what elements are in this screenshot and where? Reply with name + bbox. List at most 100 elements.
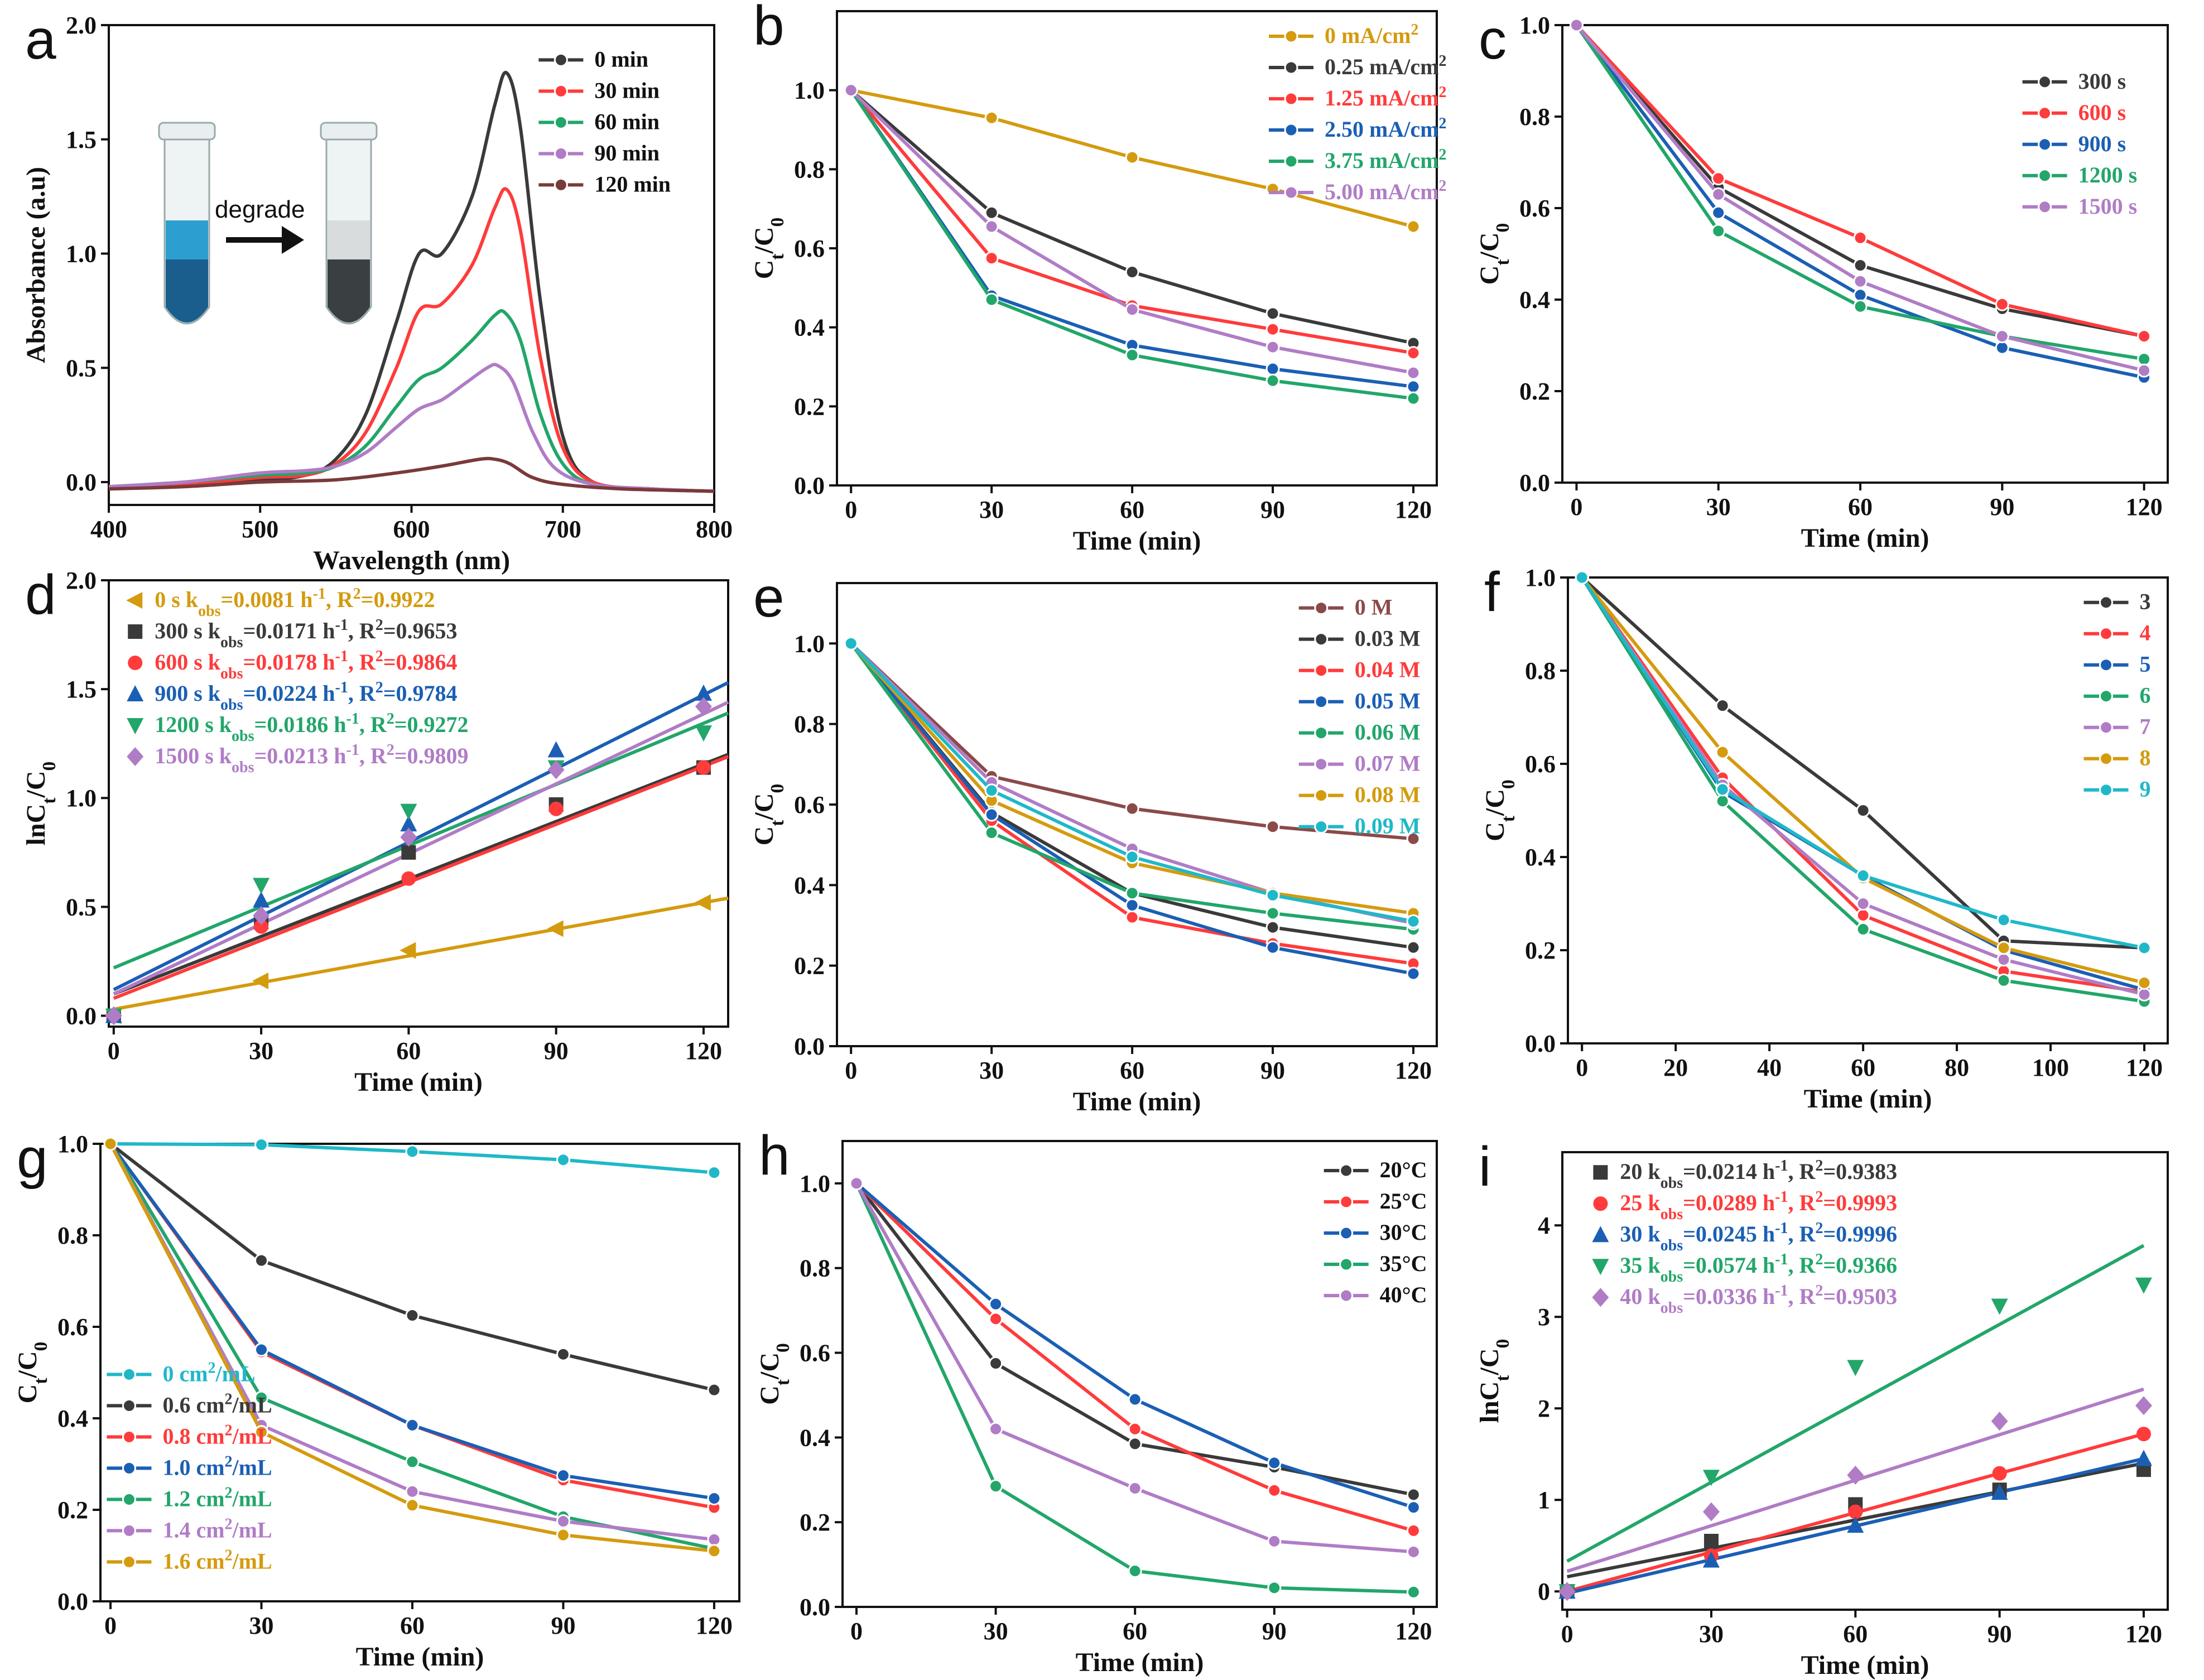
data-point [989,1312,1003,1326]
y-tick-label: 0.6 [794,791,825,819]
legend-marker [1593,1196,1608,1211]
legend-label: 4 [2140,620,2151,646]
arrow-right-icon [282,226,304,254]
data-point [695,697,712,716]
legend-label: 0.25 mA/cm2 [1325,52,1446,80]
panel-i: 0 30 60 90 120 0 1 2 3 4 Time (min) lnCt/C0 i 20 kobs… [1475,1135,2169,1680]
data-point [1406,1523,1421,1538]
data-point [1267,1483,1282,1498]
data-point [1125,348,1139,362]
data-point [1853,230,1868,245]
y-axis-label: Ct/C0 [749,218,788,280]
legend-marker [554,52,568,67]
legend-label: 20°C [1380,1157,1427,1182]
data-point [1848,1504,1863,1519]
data-point [1406,966,1421,981]
data-point [1715,745,1730,759]
legend-marker [1314,632,1329,647]
legend-marker [554,146,568,161]
legend-label: 1.4 cm2/mL [162,1515,272,1543]
legend-label: 2.50 mA/cm2 [1325,115,1446,142]
y-tick-label: 1.0 [1519,12,1550,39]
x-tick-label: 0 [845,1057,857,1084]
legend-marker [1339,1226,1354,1240]
legend-marker [1339,1195,1354,1209]
data-point [1711,224,1726,238]
y-tick-label: 1.0 [66,240,97,268]
data-point [405,1498,420,1513]
x-tick-label: 90 [1260,1057,1285,1084]
data-point [1856,803,1870,817]
legend-label: 0 cm2/mL [162,1359,255,1387]
x-tick-label: 90 [1260,496,1285,523]
data-point [254,1390,269,1405]
x-tick-label: 60 [1120,1057,1144,1084]
data-point [1702,1502,1720,1522]
data-point [707,1544,721,1558]
data-point [1996,941,2011,955]
data-point [1406,940,1421,955]
x-tick-label: 100 [2032,1054,2069,1081]
legend-label: 0.07 M [1355,751,1421,776]
legend-marker [1592,1259,1609,1275]
legend-label: 900 s kobs=0.0224 h-1, R2=0.9784 [155,679,457,714]
data-point [405,1308,420,1322]
y-tick-label: 0.2 [1519,378,1550,405]
data-point [1265,820,1280,834]
y-tick-label: 0.4 [794,872,825,899]
legend-marker [122,1461,136,1475]
y-axis-label: Ct/C0 [749,784,788,846]
legend-label: 20 kobs=0.0214 h-1, R2=0.9383 [1620,1157,1897,1192]
data-point [1128,1422,1142,1436]
y-tick-label: 1.0 [794,77,825,104]
legend-marker [1592,1288,1609,1307]
data-point [1406,365,1421,380]
data-point [1267,1581,1282,1595]
data-point [707,1383,721,1397]
legend-label: 1500 s kobs=0.0213 h-1, R2=0.9809 [155,742,468,776]
panel-f: 0 20 40 60 80 100 120 0.0 0.2 0.4 0.6 0.8 1.0 Time (m… [1480,561,2169,1114]
legend-marker [2038,137,2052,152]
legend-marker [122,1492,136,1506]
data-point [1569,18,1584,32]
panel-label: b [753,0,785,57]
y-tick-label: 3 [1538,1303,1550,1331]
data-point [253,891,270,908]
legend-marker [1284,29,1298,44]
y-tick-label: 0.0 [800,1594,830,1621]
x-tick-label: 500 [242,516,278,543]
data-point [254,919,269,934]
data-point [707,1532,721,1547]
legend-label: 3 [2140,589,2151,614]
data-point [105,1006,122,1026]
y-tick-label: 0.0 [66,1002,97,1029]
data-point [984,110,999,125]
y-tick-label: 0.5 [66,893,97,921]
fit-line [113,753,729,996]
y-tick-label: 0.6 [794,235,825,262]
y-tick-label: 0.2 [57,1496,88,1524]
data-point [1406,1500,1421,1515]
data-point [1715,699,1730,713]
x-tick-label: 60 [1848,493,1873,521]
legend-label: 25°C [1380,1188,1427,1214]
data-point [1856,908,1870,922]
x-tick-label: 60 [400,1612,425,1639]
x-tick-label: 0 [850,1618,863,1645]
legend-label: 60 min [594,109,660,134]
series-line [850,642,1414,925]
data-point [694,894,711,911]
x-tick-label: 120 [696,1612,733,1639]
x-tick-label: 800 [696,516,733,543]
y-tick-label: 0.2 [800,1509,830,1536]
x-axis-label: Time (min) [1076,1648,1204,1677]
legend-label: 1.2 cm2/mL [162,1484,272,1511]
y-axis-label: Absorbance (a.u) [21,167,51,363]
data-point [1406,1544,1421,1559]
x-tick-label: 0 [1570,493,1582,521]
data-point [1991,1412,2008,1431]
data-point [1265,373,1280,388]
legend-label: 0 min [594,46,648,71]
legend-label: 0.6 cm2/mL [162,1390,272,1418]
legend-marker [1284,92,1298,106]
